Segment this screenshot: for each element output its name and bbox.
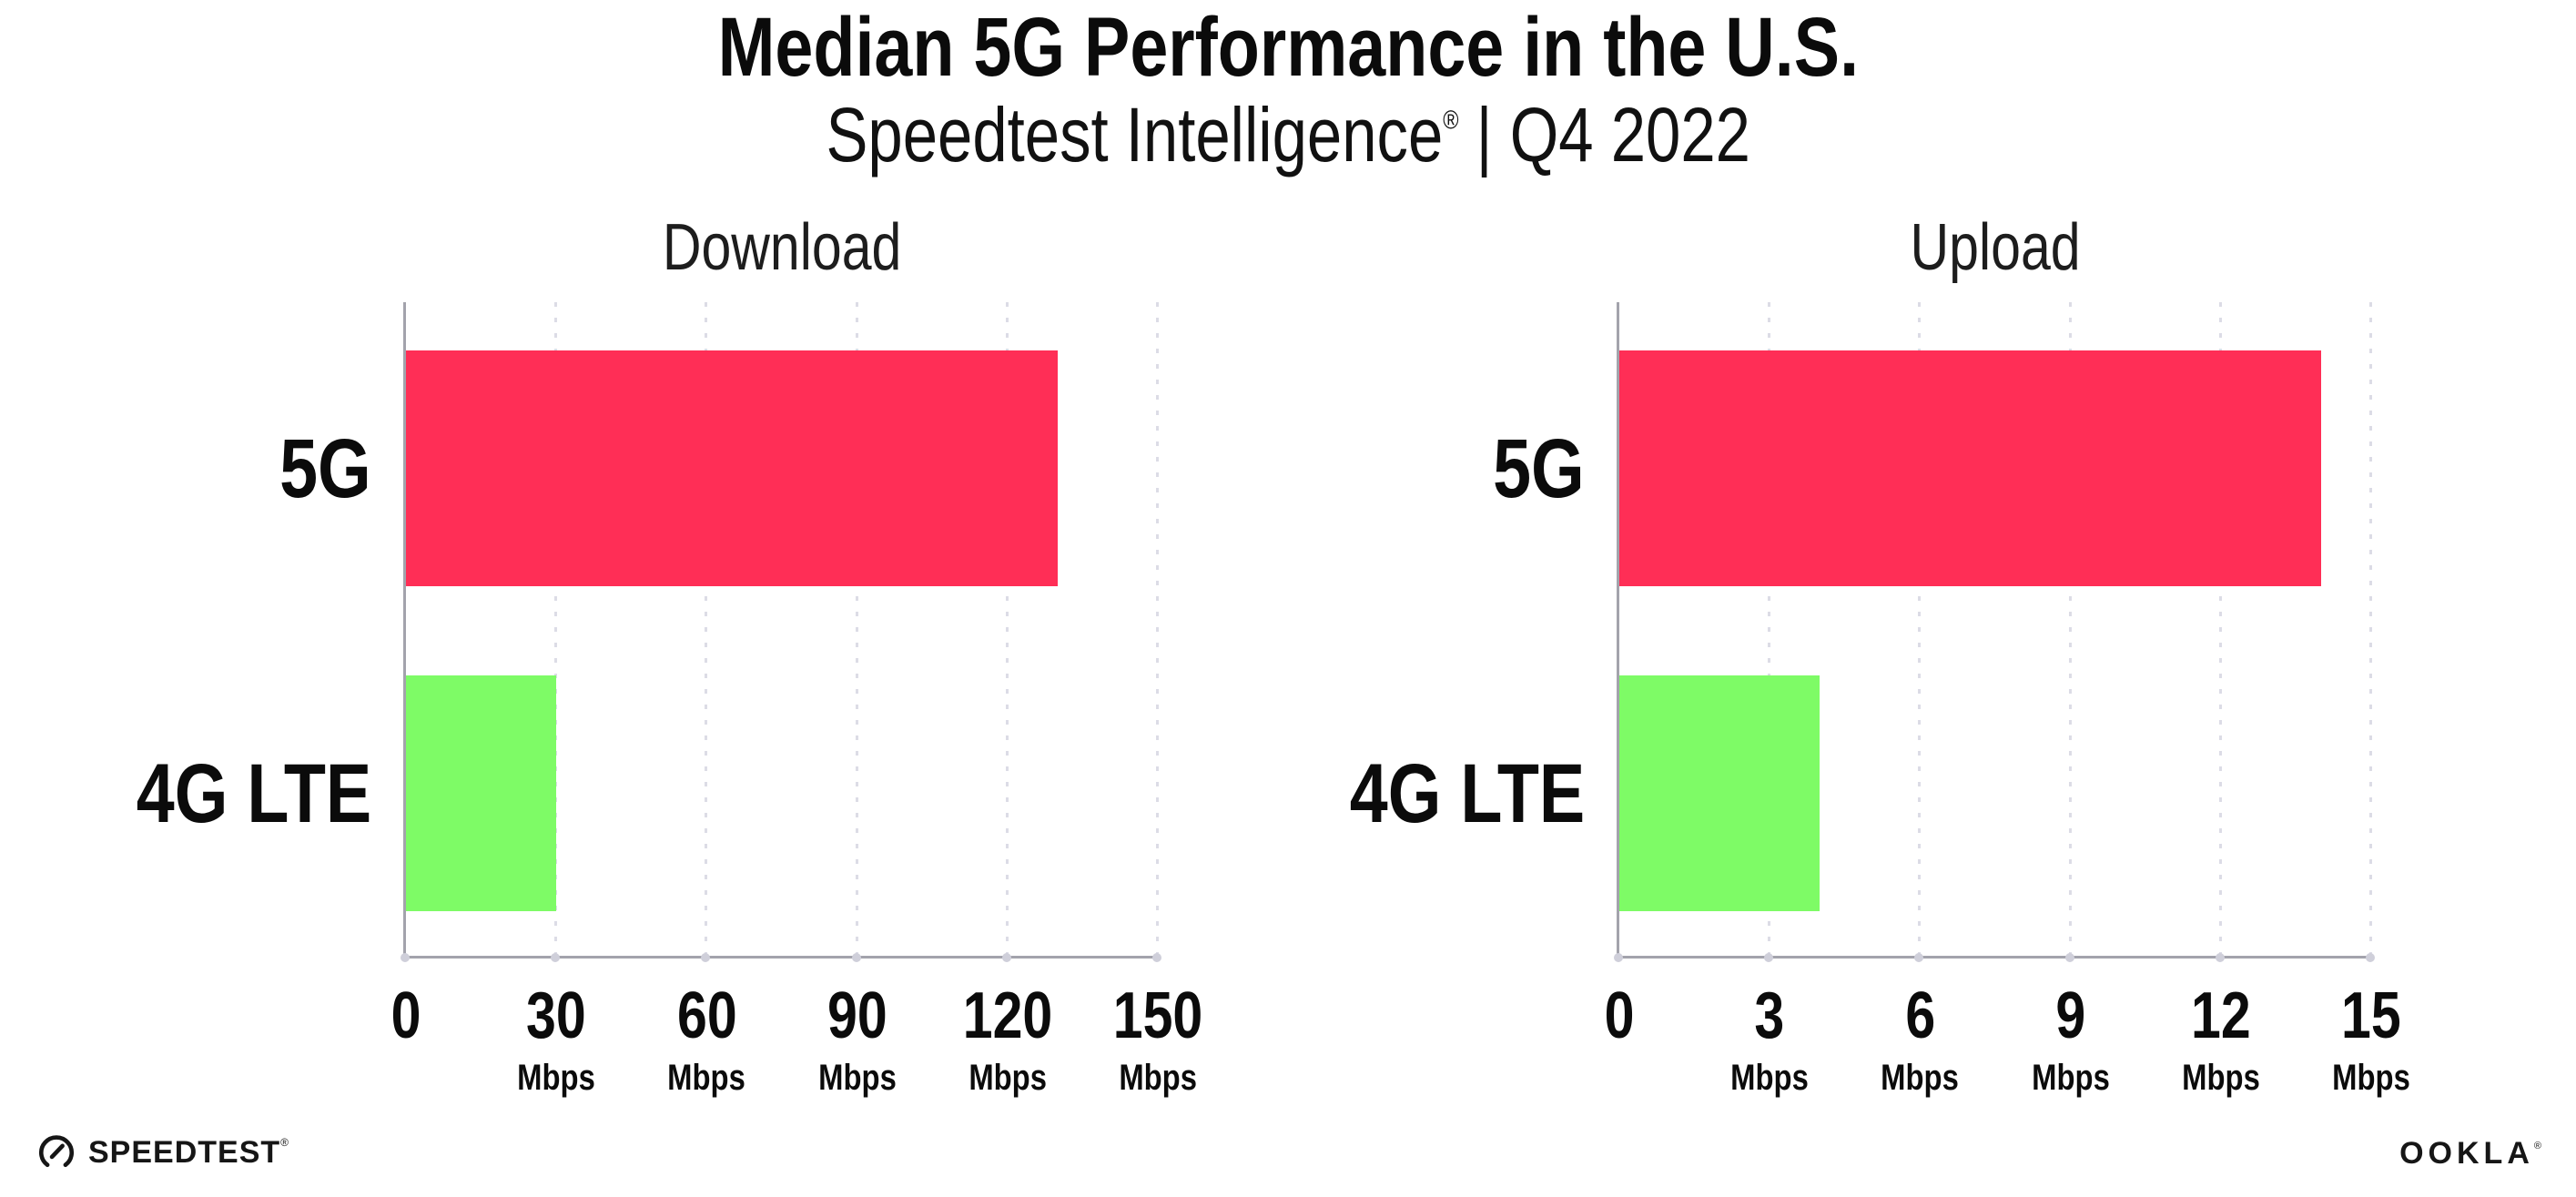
page-title: Median 5G Performance in the U.S. xyxy=(0,4,2576,92)
speedtest-gauge-icon xyxy=(36,1132,76,1172)
x-tick-15: 15 Mbps xyxy=(2332,979,2410,1098)
bar-4g-lte-upload xyxy=(1619,675,1820,911)
x-tick-0: 0 xyxy=(390,979,421,1052)
axis-tick-dot xyxy=(1764,953,1774,962)
gridline xyxy=(1156,302,1159,956)
download-chart-plot: Download 5G 4G LTE 0 30 Mbps 60 Mbps 90 … xyxy=(137,215,1203,1096)
gridline xyxy=(705,302,708,956)
x-tick-12: 12 Mbps xyxy=(2181,979,2260,1098)
x-tick-150: 150 Mbps xyxy=(1112,979,1203,1098)
gridline xyxy=(554,302,558,956)
upload-chart-title: Upload xyxy=(1910,211,2081,284)
bar-5g-upload xyxy=(1619,350,2321,586)
ookla-registered-mark: ® xyxy=(2533,1141,2541,1151)
registered-trademark-mark: ® xyxy=(1443,106,1459,136)
subtitle-product: Speedtest Intelligence xyxy=(826,92,1444,178)
gridline xyxy=(2218,302,2222,956)
speedtest-wordmark: SPEEDTEST® xyxy=(88,1135,290,1170)
page-title-text: Median 5G Performance in the U.S. xyxy=(717,1,1859,94)
upload-chart-plot: Upload 5G 4G LTE 0 3 Mbps 6 Mbps 9 Mbps … xyxy=(1350,215,2410,1096)
axis-tick-dot xyxy=(701,953,711,962)
axis-tick-dot xyxy=(1152,953,1161,962)
x-tick-0: 0 xyxy=(1604,979,1635,1052)
download-chart-title: Download xyxy=(662,211,902,284)
axis-tick-dot xyxy=(2366,953,2375,962)
ookla-logo: OOKLA® xyxy=(2399,1138,2541,1169)
category-label-5g: 5G xyxy=(1493,421,1585,515)
x-tick-90: 90 Mbps xyxy=(817,979,897,1098)
axis-tick-dot xyxy=(2064,953,2074,962)
axis-tick-dot xyxy=(1914,953,1924,962)
axis-tick-dot xyxy=(1614,953,1623,962)
gridline xyxy=(2369,302,2372,956)
x-tick-9: 9 Mbps xyxy=(2031,979,2110,1098)
gridline xyxy=(1005,302,1009,956)
page-subtitle: Speedtest Intelligence® | Q4 2022 xyxy=(0,93,2576,177)
category-label-4g-lte: 4G LTE xyxy=(1349,746,1585,840)
page-subtitle-text: Speedtest Intelligence® | Q4 2022 xyxy=(826,93,1749,177)
category-label-4g-lte: 4G LTE xyxy=(136,746,371,840)
x-tick-6: 6 Mbps xyxy=(1881,979,1960,1098)
speedtest-registered-mark: ® xyxy=(280,1136,290,1149)
axis-tick-dot xyxy=(851,953,861,962)
category-label-5g: 5G xyxy=(279,421,371,515)
bar-4g-lte-download xyxy=(406,675,557,911)
x-tick-30: 30 Mbps xyxy=(517,979,596,1098)
axis-tick-dot xyxy=(1001,953,1011,962)
x-tick-3: 3 Mbps xyxy=(1730,979,1810,1098)
x-tick-120: 120 Mbps xyxy=(962,979,1053,1098)
gridline xyxy=(2068,302,2072,956)
axis-tick-dot xyxy=(551,953,561,962)
axis-tick-dot xyxy=(2215,953,2225,962)
ookla-wordmark: OOKLA xyxy=(2399,1136,2534,1171)
gridline xyxy=(855,302,858,956)
gridline xyxy=(1918,302,1922,956)
gridline xyxy=(1768,302,1771,956)
axis-tick-dot xyxy=(401,953,410,962)
bar-5g-download xyxy=(406,350,1058,586)
x-tick-60: 60 Mbps xyxy=(667,979,746,1098)
speedtest-logo: SPEEDTEST® xyxy=(36,1132,289,1172)
subtitle-period: | Q4 2022 xyxy=(1458,92,1750,178)
